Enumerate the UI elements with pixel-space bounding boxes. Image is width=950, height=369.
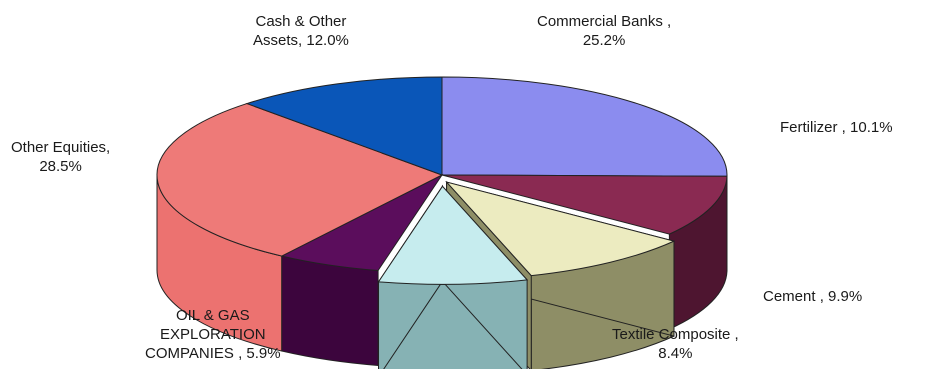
label-cement: Cement , 9.9% — [763, 288, 863, 305]
pie-tops — [156, 76, 728, 285]
pie-slice-side — [281, 255, 379, 367]
label-textile-composite: Textile Composite , 8.4% — [612, 326, 739, 362]
pie-slice-commercial-banks — [441, 76, 728, 177]
label-commercial-banks: Commercial Banks , 25.2% — [537, 13, 672, 49]
label-oil-gas: OIL & GAS EXPLORATION COMPANIES , 5.9% — [145, 307, 281, 362]
label-fertilizer: Fertilizer , 10.1% — [780, 119, 893, 136]
label-cash-other-assets: Cash & Other Assets, 12.0% — [253, 13, 349, 49]
pie-slice-cash-other-assets — [245, 76, 443, 176]
label-other-equities: Other Equities, 28.5% — [11, 139, 111, 175]
pie-slice-cement — [445, 181, 676, 277]
pie-slice-other-equities — [156, 103, 444, 257]
pie-slice-textile-composite — [377, 185, 529, 285]
pie-slice-fertilizer — [441, 174, 728, 235]
